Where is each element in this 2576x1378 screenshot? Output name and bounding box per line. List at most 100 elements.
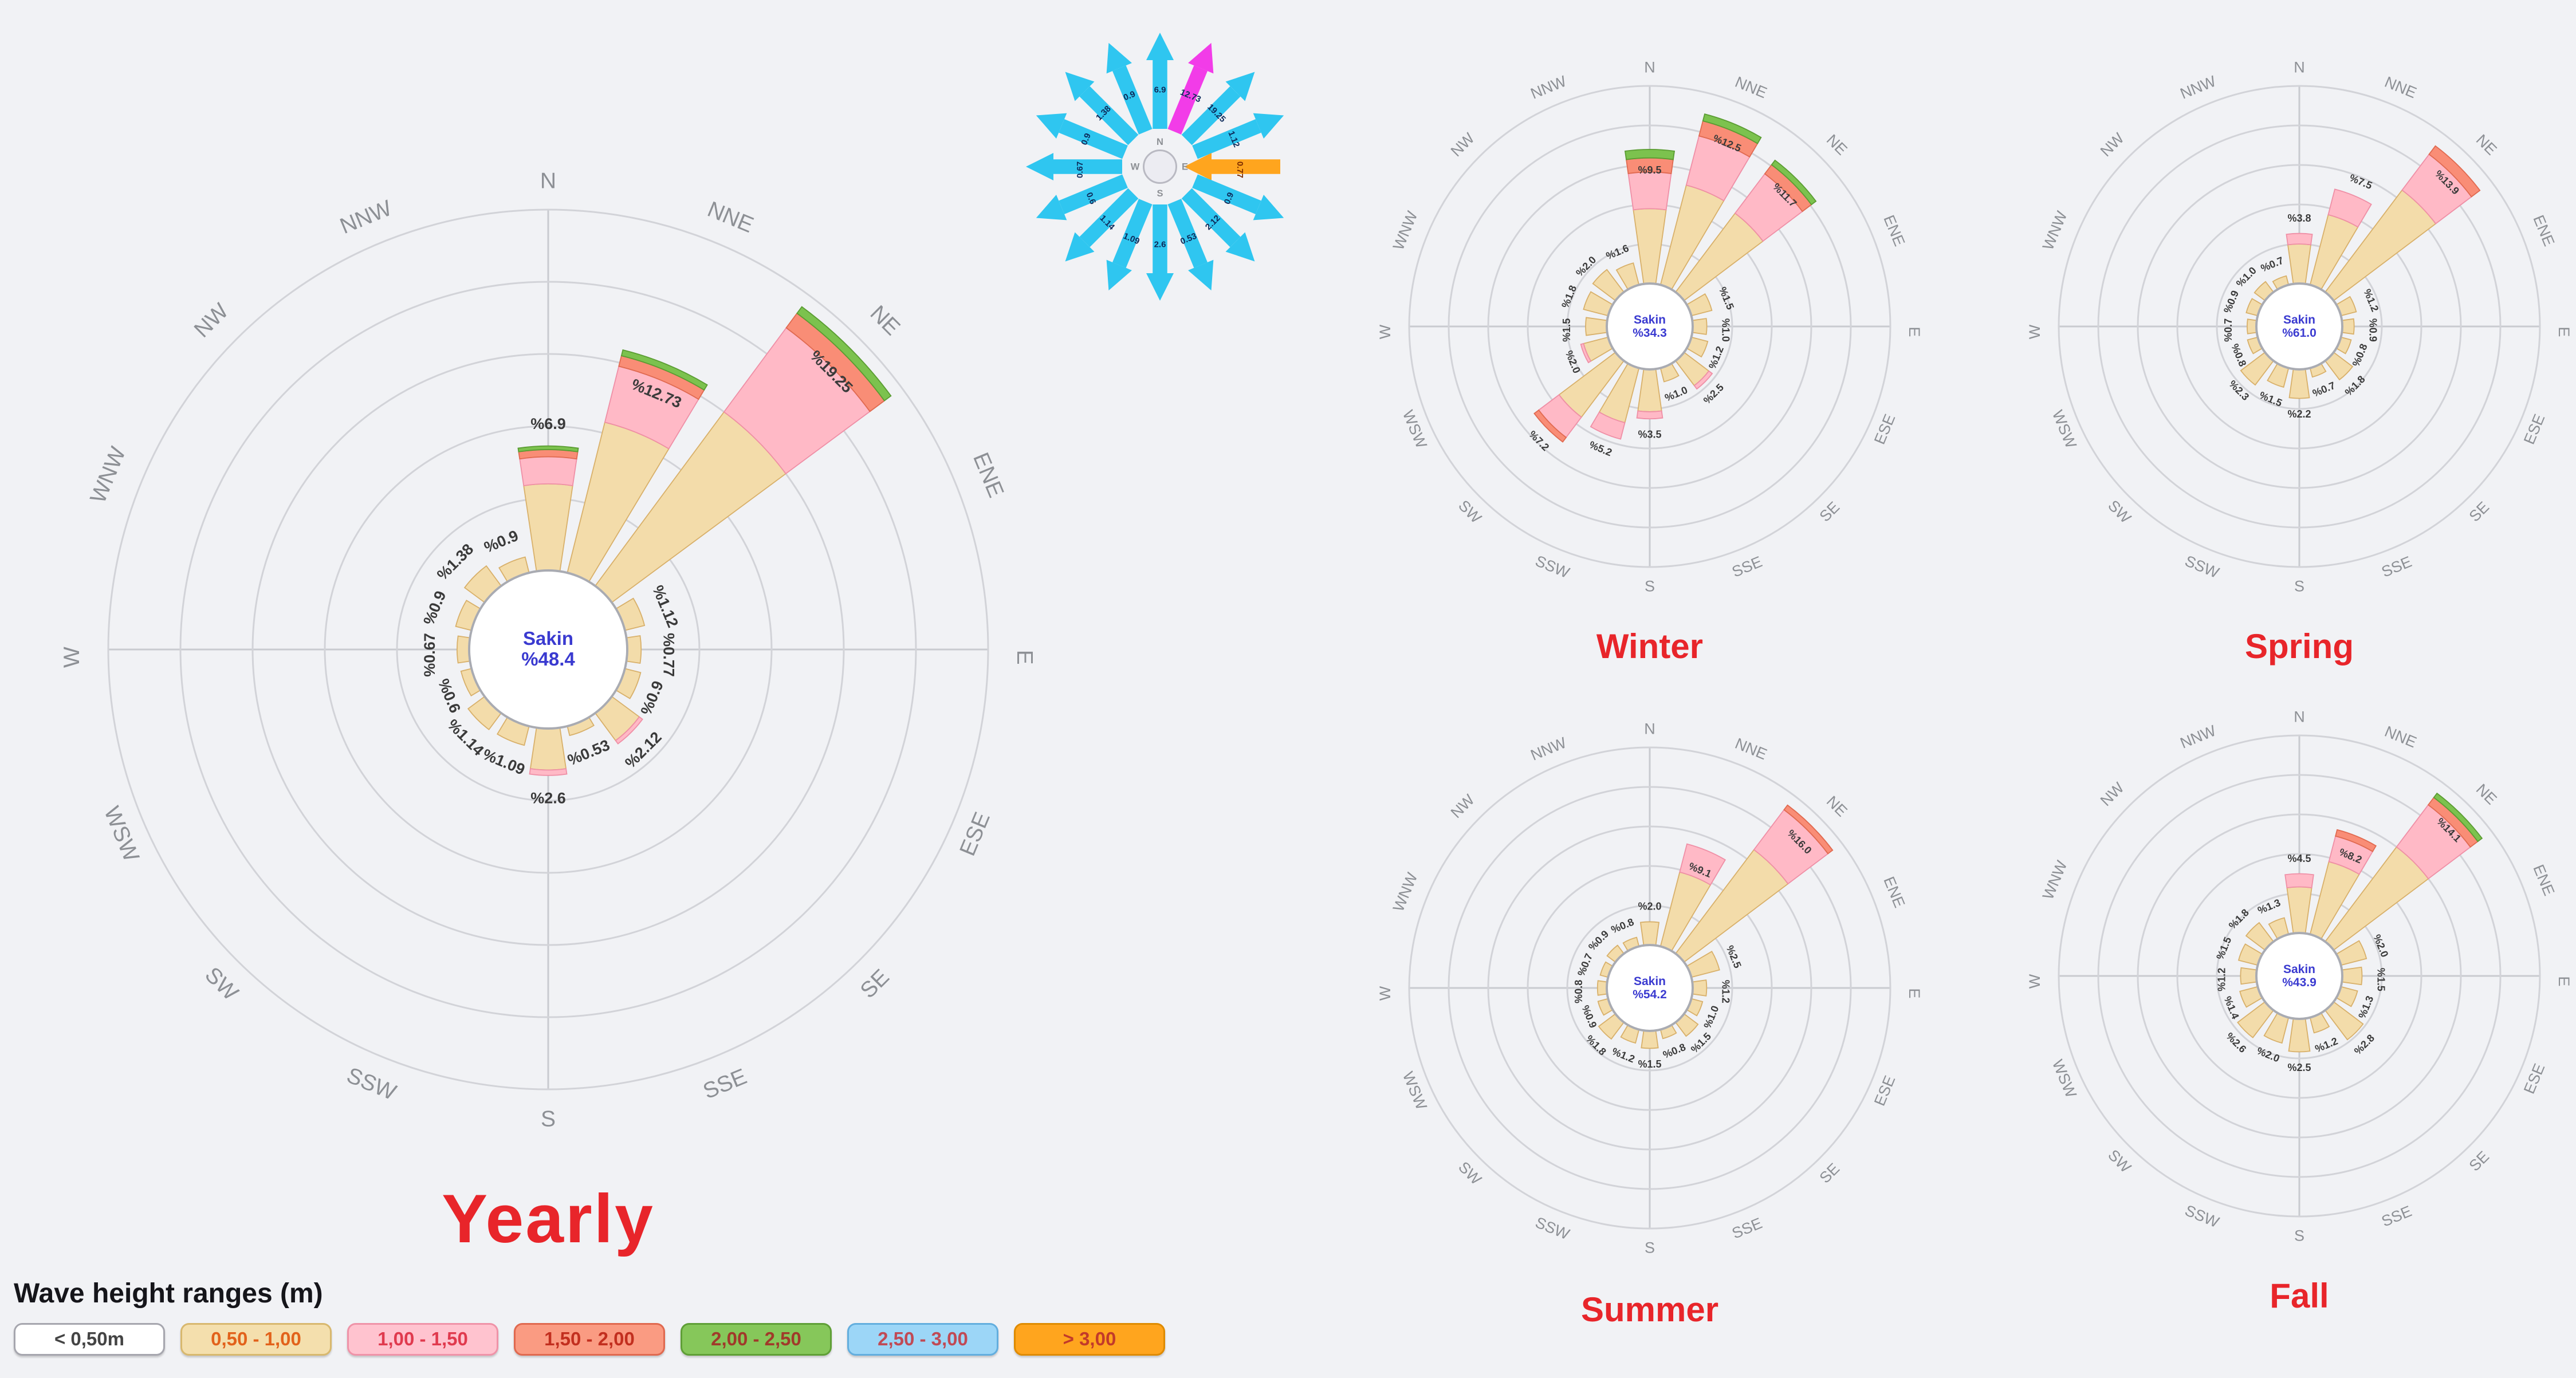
petal-label-NW: %1.8 bbox=[2227, 907, 2251, 931]
petal-N-band3 bbox=[1624, 149, 1676, 160]
direction-label-S: S bbox=[541, 1107, 556, 1132]
wave-height-legend: Wave height ranges (m) < 0,50m 0,50 - 1,0… bbox=[14, 1280, 1165, 1356]
direction-label-ENE: ENE bbox=[1880, 874, 1908, 910]
compass-arrow-label-WSW: 0.6 bbox=[1084, 191, 1098, 206]
petal-label-SSE: %0.7 bbox=[2311, 380, 2337, 399]
spring-title: Spring bbox=[2244, 629, 2354, 667]
yearly-title: Yearly bbox=[442, 1182, 655, 1258]
compass-arrow-label-W: 0.67 bbox=[1075, 162, 1085, 178]
legend-item-2: 1,00 - 1,50 bbox=[347, 1323, 498, 1356]
petal-label-S: %1.5 bbox=[1638, 1058, 1661, 1070]
petal-label-WSW: %1.4 bbox=[2221, 995, 2241, 1021]
petal-E-band0 bbox=[2341, 318, 2355, 335]
direction-label-ESE: ESE bbox=[1871, 1073, 1898, 1108]
petal-label-NNW: %0.8 bbox=[1610, 916, 1636, 935]
direction-label-W: W bbox=[2026, 324, 2043, 339]
petal-label-NW: %1.0 bbox=[2234, 265, 2259, 289]
petal-N-band1 bbox=[2284, 873, 2314, 889]
grid-ring bbox=[2176, 853, 2422, 1099]
compass-arrow-shaft-NNW bbox=[1112, 65, 1153, 135]
petal-label-ESE: %1.2 bbox=[1706, 345, 1726, 371]
direction-label-SW: SW bbox=[1455, 1158, 1485, 1188]
petal-label-ENE: %1.12 bbox=[649, 583, 682, 630]
direction-label-SE: SE bbox=[2466, 1148, 2493, 1175]
petal-N-band0 bbox=[2286, 886, 2312, 934]
petal-N-band1 bbox=[519, 456, 577, 487]
petal-label-NW: %1.38 bbox=[434, 541, 477, 584]
direction-label-WNW: WNW bbox=[2039, 858, 2071, 902]
direction-label-S: S bbox=[1645, 577, 1655, 594]
legend-item-3: 1,50 - 2,00 bbox=[514, 1323, 665, 1356]
summer-rose-svg: %2.0%9.1%16.0%2.5%1.2%1.0%1.5%0.8%1.5%1.… bbox=[1377, 720, 1923, 1256]
petal-label-E: %0.9 bbox=[2367, 318, 2379, 342]
petal-label-WNW: %1.5 bbox=[2214, 935, 2233, 962]
petal-label-S: %2.2 bbox=[2287, 408, 2311, 420]
direction-label-E: E bbox=[1906, 326, 1923, 337]
legend-item-0: < 0,50m bbox=[14, 1323, 165, 1356]
petal-label-E: %0.77 bbox=[660, 633, 677, 677]
petal-E-band0 bbox=[1692, 318, 1708, 335]
grid-ring bbox=[1408, 85, 1891, 568]
compass-center-letter-W: W bbox=[1131, 162, 1140, 172]
compass-arrow-head-NW bbox=[1065, 72, 1095, 101]
grid-ring bbox=[2097, 774, 2502, 1178]
direction-label-NNE: NNE bbox=[1733, 735, 1769, 763]
compass-arrow-head-ENE bbox=[1253, 113, 1284, 139]
direction-label-NNE: NNE bbox=[704, 197, 757, 238]
grid-ring bbox=[1527, 865, 1773, 1111]
compass-arrow-head-NNE bbox=[1188, 42, 1214, 74]
direction-label-E: E bbox=[2555, 976, 2573, 986]
direction-label-WNW: WNW bbox=[2039, 208, 2071, 253]
compass-arrow-head-E bbox=[1184, 153, 1212, 180]
petal-NE-band3 bbox=[2433, 792, 2483, 842]
petal-label-SSE: %0.8 bbox=[1661, 1041, 1688, 1061]
direction-label-SSE: SSE bbox=[1729, 1214, 1764, 1242]
direction-label-NW: NW bbox=[1448, 129, 1478, 160]
petal-NNE-band1 bbox=[1679, 843, 1726, 886]
direction-label-NE: NE bbox=[866, 301, 905, 340]
petal-label-ESE: %1.3 bbox=[2356, 994, 2376, 1021]
petal-label-W: %1.5 bbox=[1561, 318, 1572, 342]
compass-arrow-label-ESE: 0.9 bbox=[1222, 191, 1236, 206]
direction-label-E: E bbox=[2555, 326, 2573, 337]
direction-label-SSE: SSE bbox=[2379, 1202, 2414, 1230]
direction-label-ESE: ESE bbox=[2520, 412, 2548, 447]
direction-label-ENE: ENE bbox=[2530, 862, 2558, 898]
direction-label-SSW: SSW bbox=[2182, 1202, 2222, 1231]
direction-label-NE: NE bbox=[1823, 793, 1851, 820]
direction-label-NNE: NNE bbox=[1733, 73, 1769, 102]
petal-label-NNW: %0.9 bbox=[482, 527, 521, 556]
direction-label-SW: SW bbox=[2105, 497, 2134, 526]
petal-S-band0 bbox=[529, 727, 567, 771]
petal-label-N: %4.5 bbox=[2287, 853, 2311, 864]
petal-N-band1 bbox=[2286, 233, 2313, 246]
direction-label-SE: SE bbox=[856, 964, 894, 1003]
direction-label-S: S bbox=[2294, 1227, 2304, 1244]
direction-label-WNW: WNW bbox=[1390, 870, 1421, 914]
compass-center bbox=[1143, 149, 1177, 184]
compass-arrow-shaft-SSE bbox=[1167, 199, 1208, 268]
compass-arrow-shaft-NE bbox=[1181, 86, 1241, 145]
summer-title: Summer bbox=[1580, 1292, 1719, 1330]
compass-arrow-head-NNW bbox=[1106, 42, 1132, 74]
compass-arrow-shaft-ESE bbox=[1192, 174, 1261, 214]
direction-label-E: E bbox=[1012, 650, 1037, 665]
calm-circle bbox=[1606, 282, 1694, 371]
petal-label-S: %2.5 bbox=[2287, 1062, 2311, 1073]
petal-label-SSW: %1.5 bbox=[2258, 389, 2284, 409]
yearly-wave-rose: %6.9 %12.73 %19.25 %1.12 %0.77 %0.9 %2.12 %0.53… bbox=[50, 151, 1047, 1148]
direction-label-SE: SE bbox=[1816, 498, 1843, 525]
petal-label-WSW: %2.0 bbox=[1563, 349, 1583, 375]
direction-label-SSW: SSW bbox=[343, 1063, 400, 1105]
direction-label-NW: NW bbox=[1448, 791, 1478, 821]
petal-label-ENE: %1.5 bbox=[1717, 285, 1736, 312]
direction-label-ESE: ESE bbox=[2520, 1061, 2548, 1096]
wind-compass-icon: 6.9 12.73 19.25 1.12 0.77 0.9 2.12 0.53 2.6 1.09 1… bbox=[997, 3, 1323, 330]
calm-value: %61.0 bbox=[2282, 326, 2317, 340]
direction-label-SSW: SSW bbox=[1533, 1214, 1572, 1243]
compass-arrow-head-SSW bbox=[1106, 259, 1132, 291]
grid-ring bbox=[2137, 813, 2462, 1139]
direction-label-ENE: ENE bbox=[2530, 212, 2558, 249]
winter-rose-svg: %9.5%12.5%11.7%1.5%1.0%1.2%2.5%1.0%3.5%5… bbox=[1377, 58, 1923, 594]
petal-label-W: %1.2 bbox=[2216, 968, 2227, 991]
